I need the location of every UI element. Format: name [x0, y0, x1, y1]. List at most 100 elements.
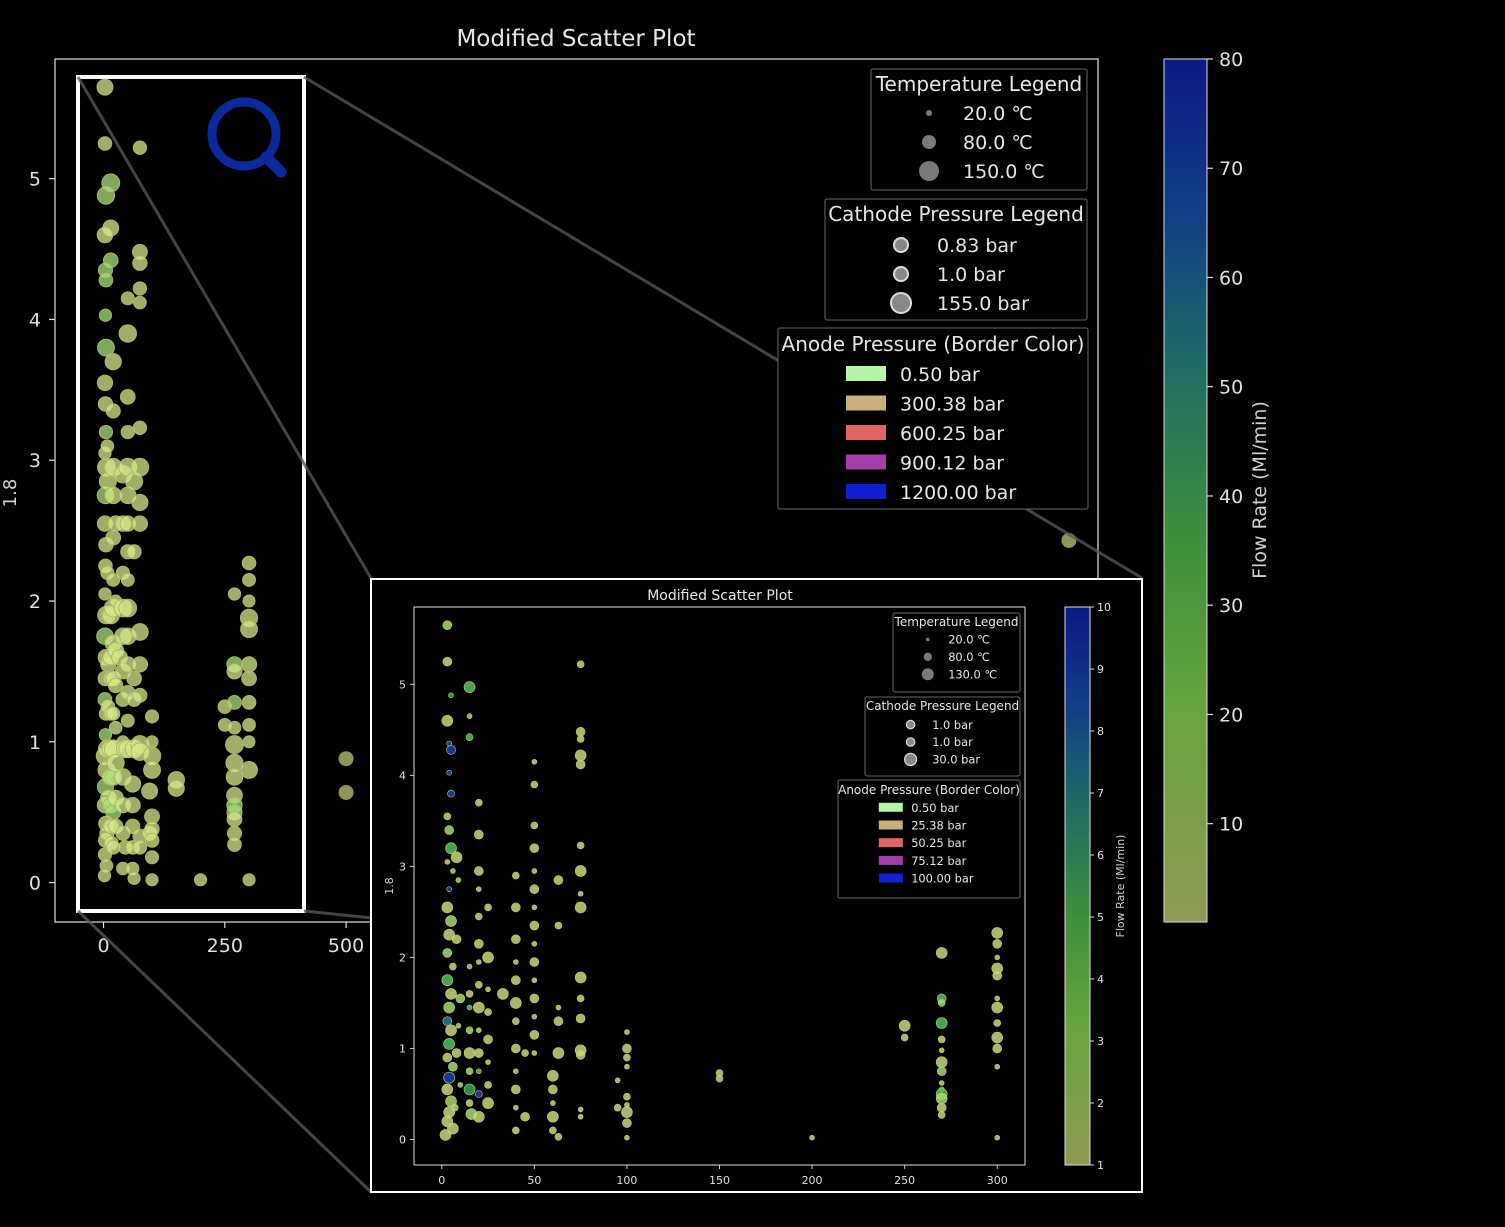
inset-data-point [455, 1022, 462, 1029]
cathode-marker [890, 292, 912, 314]
anode-entry: 1200.00 bar [900, 482, 1016, 504]
cathode-entry: 30.0 bar [932, 753, 980, 767]
inset-data-point [937, 1111, 946, 1119]
data-point [106, 572, 121, 587]
inset-data-point [442, 620, 453, 631]
inset-data-point [446, 769, 452, 776]
inset-data-point [935, 1056, 948, 1068]
y-tick-label: 1 [29, 732, 41, 754]
data-point [227, 695, 242, 710]
inset-data-point [447, 789, 455, 798]
inset-data-point [898, 1019, 911, 1032]
anode-entry: 900.12 bar [900, 453, 1004, 475]
inset-data-point [513, 959, 519, 965]
data-point [227, 587, 242, 601]
inset-data-point [442, 656, 453, 667]
inset-data-point [623, 1053, 631, 1062]
data-point [97, 136, 113, 151]
inset-data-point [994, 954, 1001, 961]
inset-data-point [474, 829, 484, 840]
inset-data-point [473, 1001, 485, 1014]
y-tick-label: 5 [29, 169, 41, 191]
inset-data-point [466, 713, 473, 720]
data-point [120, 424, 135, 440]
inset-y-tick-label: 1 [399, 1042, 406, 1055]
anode-swatch [878, 855, 903, 865]
data-point [126, 670, 142, 687]
data-point [108, 720, 123, 735]
data-point [104, 353, 122, 371]
magnifier-handle [260, 151, 287, 178]
inset-data-point [531, 904, 538, 911]
inset-data-point [441, 1083, 454, 1096]
inset-data-point [443, 928, 455, 941]
x-tick-label: 0 [97, 935, 109, 957]
inset-colorbar-tick-label: 9 [1097, 663, 1104, 676]
inset-data-point [474, 1048, 484, 1058]
colorbar-tick-label: 70 [1219, 158, 1243, 180]
inset-data-point [936, 1066, 947, 1077]
colorbar [1163, 58, 1208, 923]
inset-data-point [576, 994, 585, 1003]
inset-data-point [511, 1084, 521, 1095]
data-point [132, 255, 148, 271]
inset-data-point [448, 692, 454, 699]
inset-data-point [549, 1126, 557, 1135]
data-point [130, 457, 150, 477]
temperature-entry: 150.0 ℃ [963, 161, 1045, 183]
inset-data-point [991, 1031, 1004, 1044]
inset-data-point [992, 939, 1003, 949]
inset-y-axis-label: 1.8 [383, 877, 396, 895]
data-point [242, 572, 256, 587]
temperature-marker [919, 161, 939, 181]
inset-data-point [530, 780, 539, 789]
data-point [133, 295, 147, 310]
temperature-entry: 130.0 ℃ [948, 667, 997, 681]
inset-data-point [991, 927, 1004, 939]
inset-data-point [935, 1092, 948, 1105]
inset-data-point [575, 1050, 586, 1060]
data-point [119, 389, 136, 405]
inset-data-point [529, 957, 540, 967]
inset-data-point [547, 1110, 559, 1123]
data-point [132, 840, 148, 855]
temperature-marker [926, 110, 932, 116]
inset-data-point [577, 1106, 584, 1113]
colorbar-tick-label: 40 [1219, 486, 1243, 508]
data-point [126, 544, 142, 560]
inset-data-point [512, 1017, 520, 1025]
temperature-marker [922, 135, 936, 149]
inset-data-point [443, 1038, 455, 1050]
cathode-marker [903, 752, 918, 767]
inset-data-point [446, 886, 452, 892]
zoom-connector-line [303, 909, 373, 920]
data-point [240, 620, 258, 639]
inset-data-point [531, 1013, 538, 1020]
inset-x-tick-label: 300 [987, 1174, 1008, 1187]
anode-swatch [878, 838, 903, 848]
inset-data-point [466, 963, 473, 970]
inset-data-point [937, 999, 946, 1007]
anode-swatch [846, 395, 886, 411]
data-point [193, 873, 208, 887]
inset-data-point [530, 821, 539, 830]
anode-swatch [878, 820, 903, 830]
anode-swatch [846, 454, 886, 470]
inset-data-point [450, 1103, 459, 1112]
anode-swatch [878, 873, 903, 883]
inset-data-point [994, 1134, 1001, 1141]
anode-swatch [846, 425, 886, 440]
inset-data-point [511, 934, 521, 945]
temperature-legend-box [870, 68, 1088, 191]
inset-data-point [463, 681, 476, 693]
inset-data-point [482, 1097, 494, 1109]
inset-data-point [475, 1090, 483, 1098]
inset-data-point [574, 971, 587, 984]
inset-data-point [444, 825, 454, 835]
inset-data-point [935, 1017, 948, 1029]
data-point [101, 173, 121, 193]
inset-data-point [485, 986, 491, 993]
